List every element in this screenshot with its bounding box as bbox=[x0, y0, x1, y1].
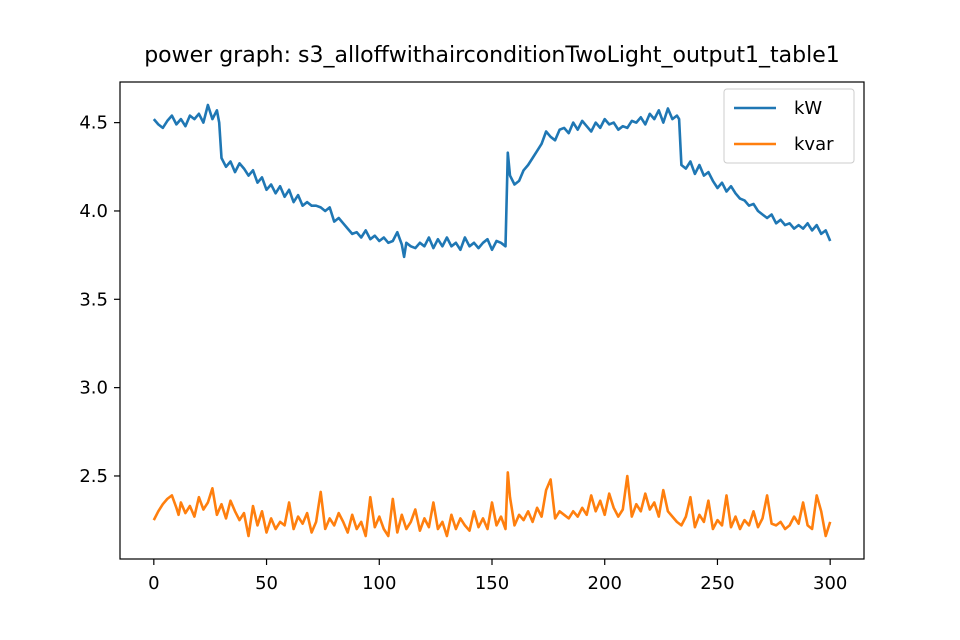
x-tick-label: 0 bbox=[148, 573, 159, 594]
y-tick-label: 4.5 bbox=[79, 113, 108, 134]
y-tick-label: 3.0 bbox=[79, 378, 108, 399]
x-tick-label: 100 bbox=[362, 573, 396, 594]
legend: kW kvar bbox=[723, 88, 855, 164]
x-tick-label: 50 bbox=[255, 573, 278, 594]
legend-label-kvar: kvar bbox=[794, 134, 834, 155]
x-tick-label: 300 bbox=[813, 573, 847, 594]
legend-label-kW: kW bbox=[794, 98, 822, 119]
legend-box bbox=[723, 88, 855, 164]
axes: 0 50 100 150 200 250 300 2.5 3.0 3.5 4.0 4.5 bbox=[79, 113, 847, 594]
x-tick-label: 150 bbox=[475, 573, 509, 594]
series-line-kvar bbox=[152, 471, 832, 538]
plot-area bbox=[152, 103, 832, 538]
x-tick-label: 200 bbox=[588, 573, 622, 594]
y-tick-label: 3.5 bbox=[79, 289, 108, 310]
y-tick-label: 2.5 bbox=[79, 466, 108, 487]
x-tick-label: 250 bbox=[700, 573, 734, 594]
series-line-kW bbox=[152, 103, 832, 259]
y-tick-label: 4.0 bbox=[79, 201, 108, 222]
chart-title: power graph: s3_alloffwithairconditionTw… bbox=[144, 43, 840, 68]
